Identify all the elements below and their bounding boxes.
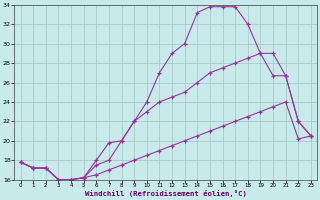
X-axis label: Windchill (Refroidissement éolien,°C): Windchill (Refroidissement éolien,°C) [85,190,247,197]
